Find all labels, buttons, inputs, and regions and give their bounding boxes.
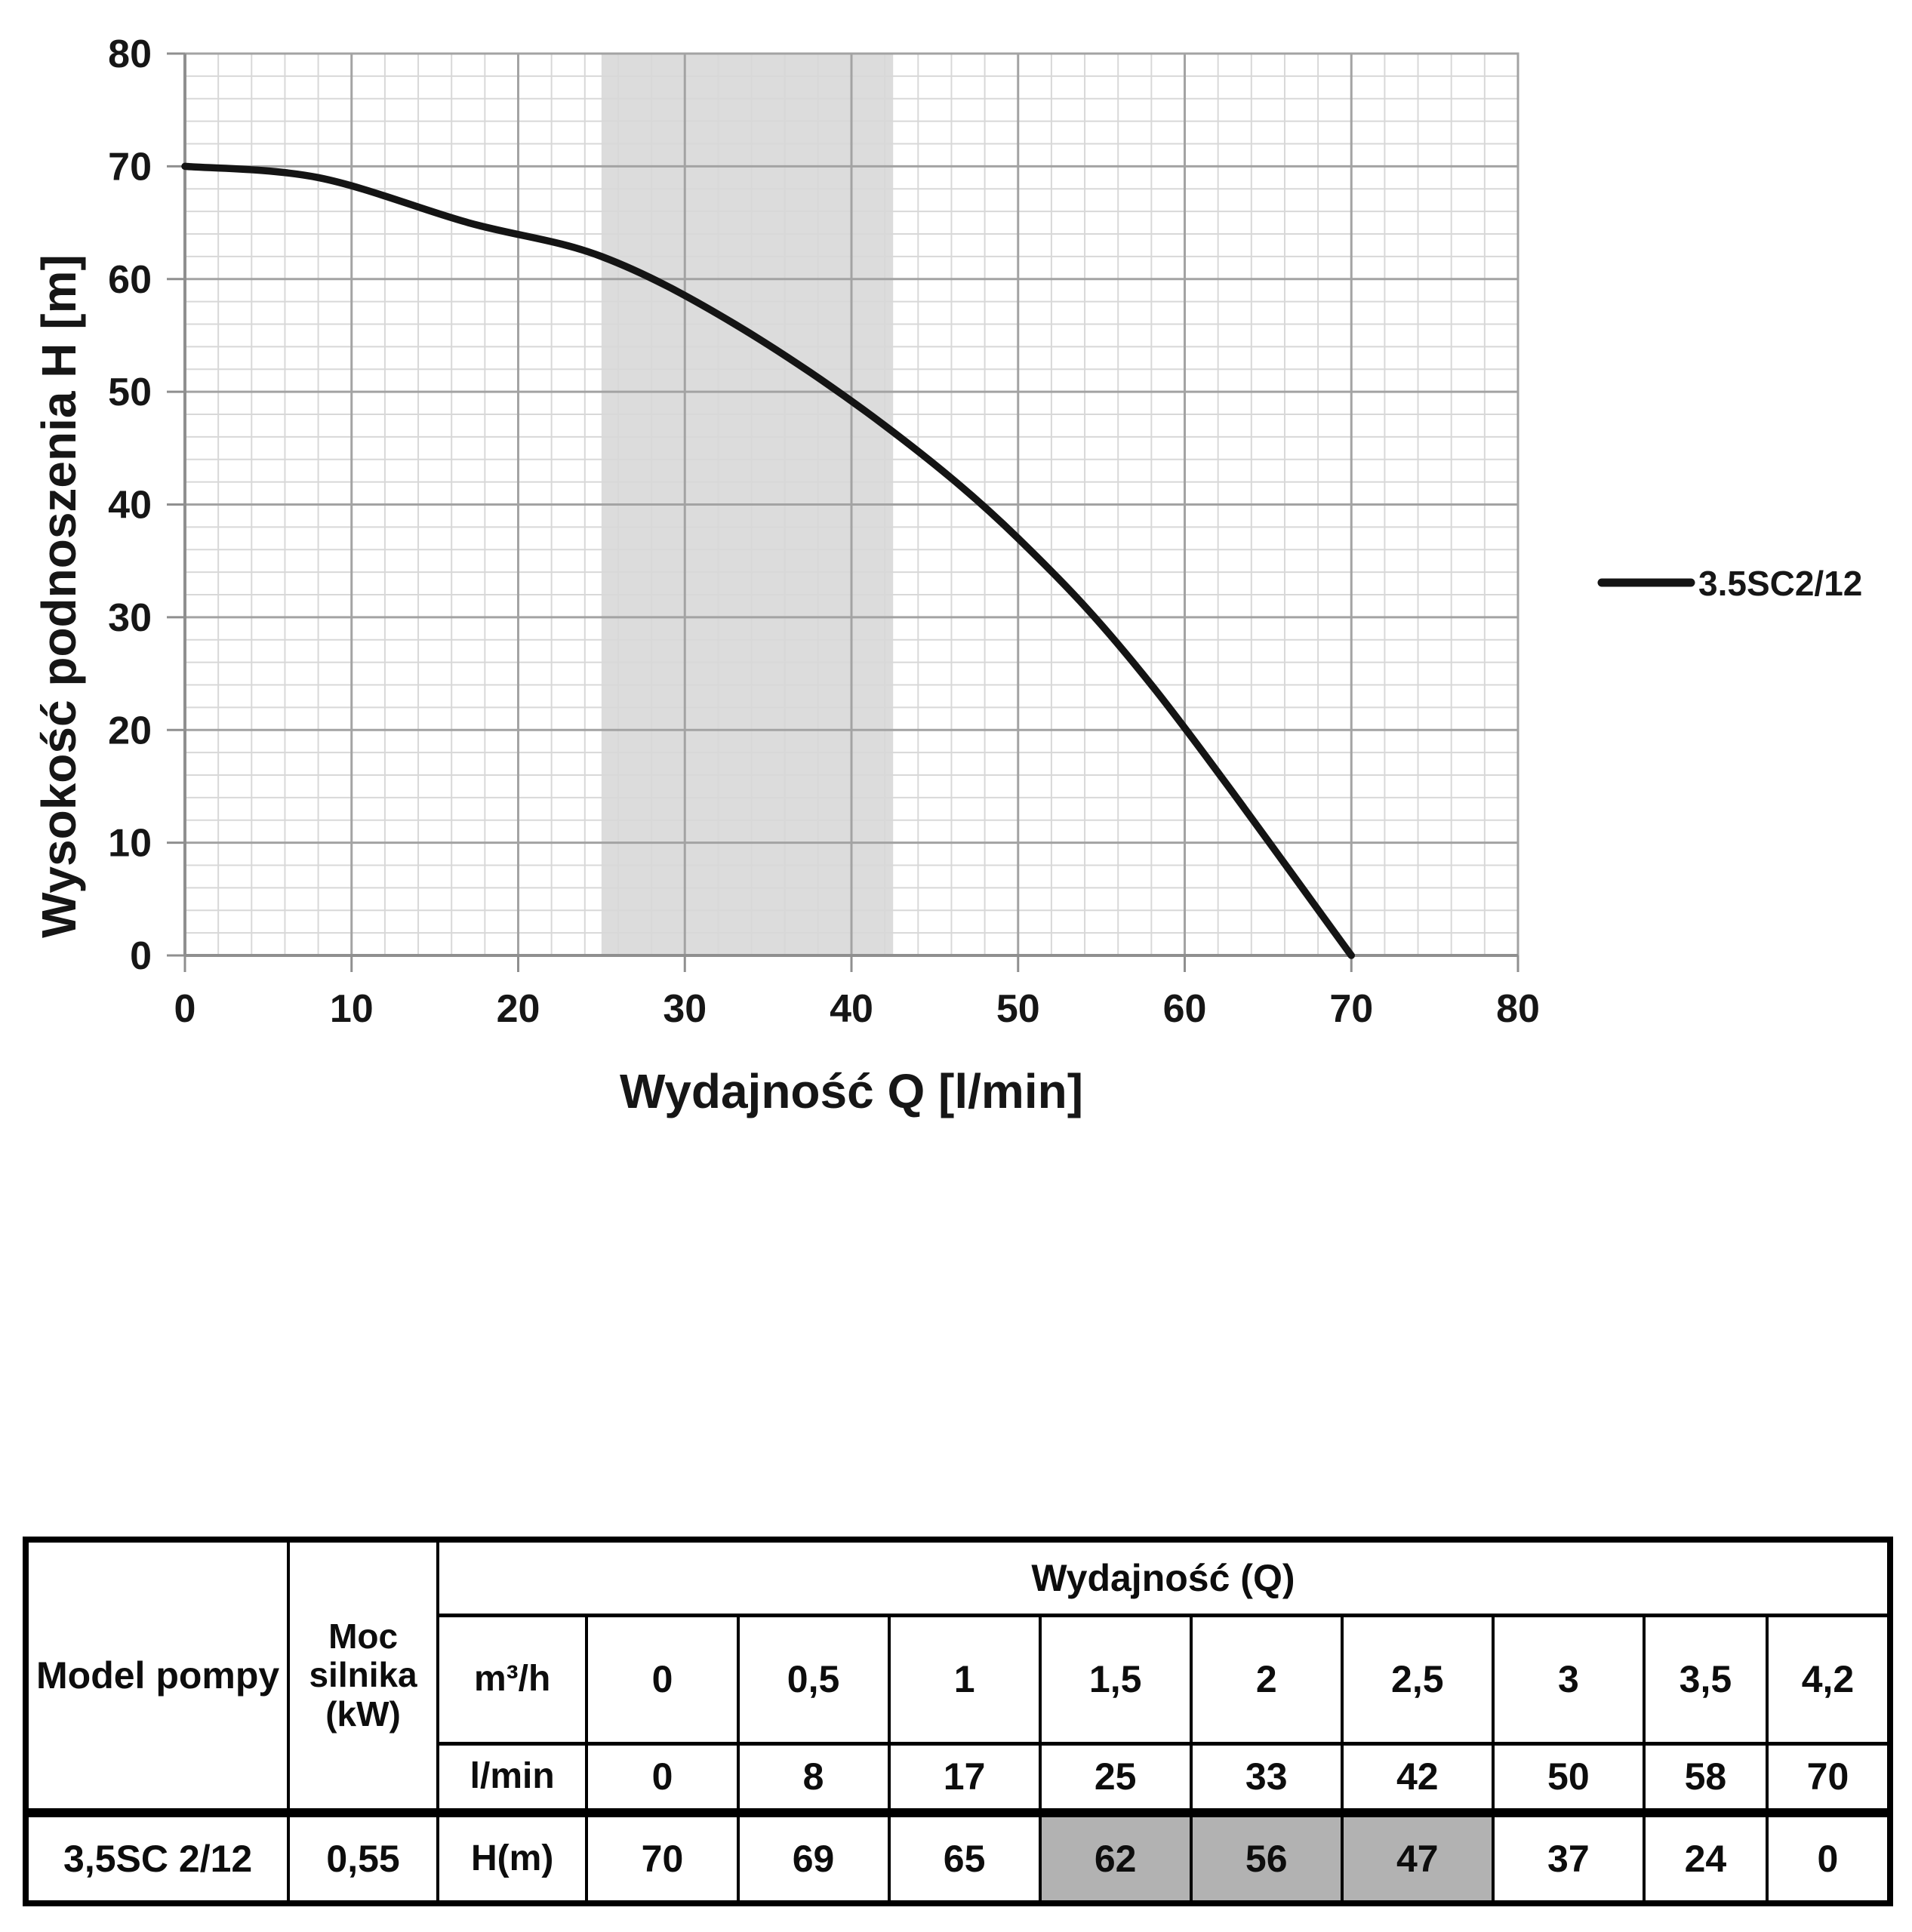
unit-lmin: l/min (436, 1741, 589, 1814)
x-tick-label: 80 (1496, 987, 1540, 1031)
flow-header: Wydajność (Q) (436, 1538, 1892, 1617)
q-m3h-value: 1,5 (1038, 1614, 1193, 1745)
legend: 3.5SC2/12 (1597, 564, 1862, 603)
y-tick-label: 30 (108, 596, 152, 640)
head-value: 0 (1765, 1808, 1892, 1905)
x-tick-label: 0 (174, 987, 196, 1031)
q-m3h-value: 2,5 (1340, 1614, 1495, 1745)
pump-performance-chart: 0 10 20 30 40 50 60 70 80 0 10 20 30 40 50 60 70 80 Wydajn… (32, 32, 1862, 1118)
x-tick-label: 20 (497, 987, 540, 1031)
unit-m3h: m³/h (436, 1614, 589, 1745)
y-tick-label: 50 (108, 371, 152, 414)
q-m3h-value: 3,5 (1642, 1614, 1769, 1745)
q-lmin-value: 25 (1038, 1741, 1193, 1814)
y-tick-label: 80 (108, 32, 152, 76)
y-tick-label: 0 (130, 934, 152, 978)
q-lmin-value: 33 (1189, 1741, 1344, 1814)
y-tick-label: 70 (108, 145, 152, 189)
x-tick-label: 40 (830, 987, 873, 1031)
legend-label: 3.5SC2/12 (1698, 564, 1862, 603)
head-value: 65 (887, 1808, 1042, 1905)
q-lmin-value: 50 (1491, 1741, 1646, 1814)
q-m3h-value: 0 (585, 1614, 740, 1745)
q-lmin-value: 70 (1765, 1741, 1892, 1814)
model-column-header: Model pompy (23, 1538, 291, 1815)
y-tick-label: 60 (108, 258, 152, 302)
pump-curve (181, 162, 1355, 959)
y-tick-label: 20 (108, 709, 152, 752)
q-lmin-value: 58 (1642, 1741, 1769, 1814)
q-m3h-value: 3 (1491, 1614, 1646, 1745)
power-column-header: Moc silnika (kW) (287, 1538, 439, 1815)
q-m3h-value: 0,5 (736, 1614, 891, 1745)
y-tick-label: 10 (108, 822, 152, 866)
q-lmin-value: 17 (887, 1741, 1042, 1814)
y-axis-title: Wysokość podnoszenia H [m] (32, 254, 86, 938)
head-value-highlighted: 47 (1340, 1808, 1495, 1905)
x-tick-label: 10 (330, 987, 374, 1031)
pump-spec-table: Model pompy Moc silnika (kW) Wydajność (… (23, 1537, 1893, 1906)
q-lmin-value: 0 (585, 1741, 740, 1814)
axis-tick-labels: 0 10 20 30 40 50 60 70 80 0 10 20 30 40 50 60 70 80 (108, 32, 1540, 1031)
power-value: 0,55 (287, 1808, 439, 1905)
axis-ticks (167, 52, 1519, 972)
q-lmin-value: 42 (1340, 1741, 1495, 1814)
q-m3h-value: 2 (1189, 1614, 1344, 1745)
head-value: 69 (736, 1808, 891, 1905)
q-m3h-value: 4,2 (1765, 1614, 1892, 1745)
head-value: 70 (585, 1808, 740, 1905)
y-tick-label: 40 (108, 484, 152, 528)
x-tick-label: 70 (1329, 987, 1373, 1031)
head-value: 24 (1642, 1808, 1769, 1905)
x-axis-title: Wydajność Q [l/min] (620, 1064, 1083, 1118)
head-value: 37 (1491, 1808, 1646, 1905)
q-m3h-value: 1 (887, 1614, 1042, 1745)
head-value-highlighted: 56 (1189, 1808, 1344, 1905)
x-tick-label: 50 (996, 987, 1040, 1031)
model-name: 3,5SC 2/12 (23, 1808, 291, 1905)
x-tick-label: 60 (1163, 987, 1207, 1031)
x-tick-label: 30 (663, 987, 707, 1031)
head-value-highlighted: 62 (1038, 1808, 1193, 1905)
unit-head: H(m) (436, 1808, 589, 1905)
q-lmin-value: 8 (736, 1741, 891, 1814)
